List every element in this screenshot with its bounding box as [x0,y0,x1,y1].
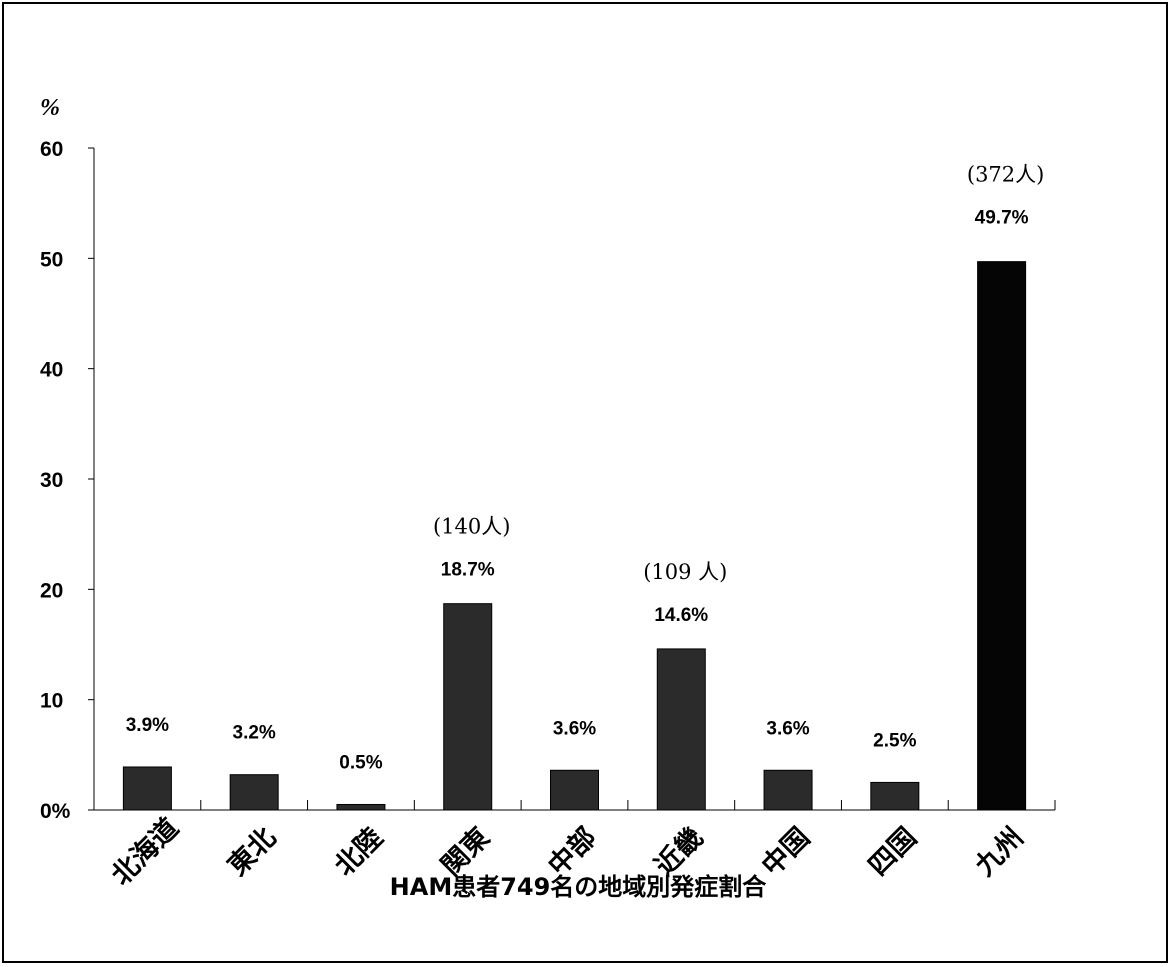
x-category-label: 北海道 [105,812,185,892]
bar-4 [443,603,493,811]
data-label: 14.6% [654,605,708,626]
x-category-label: 四国 [863,822,923,882]
bar-6 [656,648,706,811]
y-tick-label: 20 [40,579,63,602]
count-label: (140人) [433,515,510,539]
data-label: 3.6% [766,718,809,739]
data-label: 3.9% [126,715,169,736]
data-label: 2.5% [873,730,916,751]
data-label: 3.6% [553,718,596,739]
bar-3 [336,803,386,811]
y-axis-unit-label: % [40,95,60,121]
bar-2 [229,774,279,811]
count-label: (109 人) [643,560,727,584]
x-category-label: 東北 [222,822,282,882]
bar-8 [870,781,920,811]
bar-7 [763,769,813,811]
bar-9 [977,261,1027,811]
y-tick-label: 40 [40,359,63,382]
data-label: 49.7% [975,208,1029,229]
count-label: (372人) [967,163,1044,187]
data-label: 0.5% [339,752,382,773]
y-tick-label: 0% [40,800,71,823]
data-label: 3.2% [233,723,276,744]
bar-1 [122,766,172,811]
bar-5 [550,769,599,811]
x-axis-caption: HAM患者749名の地域別発症割合 [390,873,768,901]
y-tick-label: 50 [40,248,63,271]
y-tick-label: 30 [40,469,63,492]
x-category-label: 北陸 [329,822,389,882]
data-label: 18.7% [441,560,495,581]
y-tick-label: 10 [40,690,63,713]
chart-bars [122,261,1027,811]
chart-axes: 0% 10 20 30 40 50 60 [40,138,1056,823]
y-tick-label: 60 [40,138,63,161]
x-category-label: 九州 [970,822,1030,882]
